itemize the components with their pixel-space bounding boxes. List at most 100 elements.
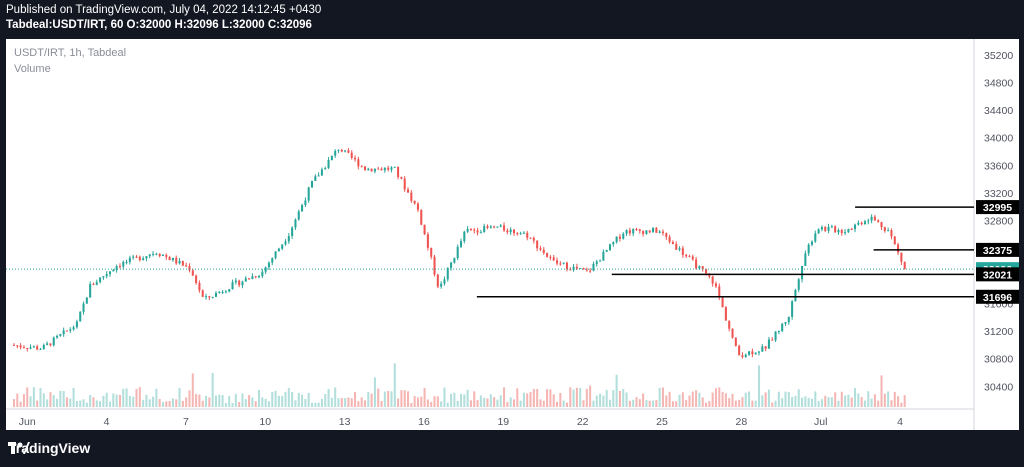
candle-body — [863, 221, 866, 225]
candle-body — [69, 329, 72, 331]
candle-body — [824, 227, 827, 231]
volume-bar — [685, 399, 688, 407]
candle-body — [155, 253, 158, 255]
volume-bar — [350, 398, 353, 407]
volume-bar — [426, 399, 429, 407]
volume-bar — [112, 393, 115, 407]
candle-body — [628, 230, 631, 234]
brand[interactable]: TradingView — [8, 440, 90, 456]
volume-bar — [688, 395, 691, 407]
candle-body — [39, 349, 42, 351]
volume-bar — [314, 402, 317, 407]
candle-body — [512, 229, 516, 234]
volume-bar — [496, 399, 499, 407]
volume-bar — [317, 402, 320, 407]
volume-bar — [764, 392, 767, 407]
volume-bar — [592, 400, 595, 407]
price-level-tag-label: 31696 — [983, 292, 1012, 304]
volume-bar — [728, 398, 731, 407]
candle-body — [595, 261, 598, 264]
candle-body — [26, 347, 29, 349]
volume-bar — [26, 387, 29, 407]
candle-body — [658, 231, 661, 233]
volume-bar — [271, 391, 274, 407]
candle-body — [284, 241, 287, 245]
volume-bar — [307, 392, 310, 407]
volume-bar — [512, 399, 516, 407]
volume-bar — [403, 390, 406, 407]
volume-bar — [837, 400, 840, 407]
volume-bar — [476, 400, 479, 407]
volume-bar — [261, 397, 264, 407]
volume-bar — [625, 392, 628, 407]
volume-bar — [546, 389, 549, 407]
volume-bar — [22, 394, 25, 407]
candle-body — [142, 258, 145, 261]
volume-bar — [324, 393, 327, 407]
volume-bar — [56, 398, 59, 407]
candle-body — [791, 301, 794, 317]
candle-body — [330, 155, 333, 161]
volume-bar — [443, 387, 446, 407]
candle-body — [274, 251, 277, 259]
candle-body — [804, 253, 807, 266]
y-tick-label: 32800 — [984, 216, 1013, 228]
volume-bar — [820, 399, 823, 407]
candle-body — [489, 226, 492, 228]
volume-bar — [145, 394, 148, 407]
volume-bar — [493, 397, 496, 407]
volume-bar — [701, 397, 704, 407]
volume-bar — [648, 400, 651, 407]
candle-body — [714, 283, 717, 287]
volume-bar — [188, 390, 191, 407]
volume-bar — [632, 399, 635, 407]
candle-body — [767, 339, 770, 349]
volume-bar — [834, 392, 837, 407]
volume-bar — [380, 401, 383, 407]
candle-body — [413, 200, 416, 204]
volume-bar — [724, 393, 727, 407]
volume-bar — [337, 398, 340, 407]
y-tick-label: 34800 — [984, 77, 1013, 89]
volume-bar — [483, 397, 486, 407]
candle-body — [354, 157, 357, 160]
candle-body — [860, 222, 863, 225]
candle-body — [695, 259, 698, 269]
candle-body — [436, 274, 439, 287]
volume-bar — [873, 394, 876, 407]
candle-body — [572, 266, 575, 271]
candle-body — [685, 254, 688, 257]
candle-body — [324, 168, 327, 170]
volume-bar — [691, 391, 694, 407]
candle-body — [72, 327, 75, 330]
volume-bar — [565, 402, 568, 407]
price-chart[interactable]: 3520034800344003400033600332003280032400… — [6, 39, 1019, 430]
volume-bar — [75, 400, 78, 407]
candle-body — [612, 242, 615, 245]
volume-bar — [489, 394, 492, 407]
candle-body — [62, 330, 65, 335]
x-tick-label: Jun — [19, 416, 36, 428]
volume-bar — [572, 389, 575, 407]
candle-body — [893, 236, 896, 245]
volume-bar — [354, 392, 357, 407]
candle-body — [741, 355, 744, 357]
candle-body — [231, 282, 234, 290]
volume-bar — [238, 401, 241, 407]
volume-bar — [887, 391, 890, 407]
volume-bar — [645, 400, 648, 407]
candle-body — [887, 230, 890, 232]
candle-body — [46, 343, 49, 345]
candle-body — [99, 277, 102, 283]
volume-bar — [522, 392, 525, 407]
volume-bar — [744, 392, 747, 407]
candle-body — [721, 297, 724, 308]
volume-bar — [479, 395, 482, 407]
candle-body — [122, 261, 125, 267]
candle-body — [509, 229, 512, 233]
volume-bar — [781, 398, 784, 407]
chart-area[interactable]: 3520034800344003400033600332003280032400… — [6, 39, 1019, 430]
candle-body — [267, 262, 270, 268]
tradingview-logo-icon — [8, 442, 30, 454]
candle-body — [175, 257, 178, 264]
